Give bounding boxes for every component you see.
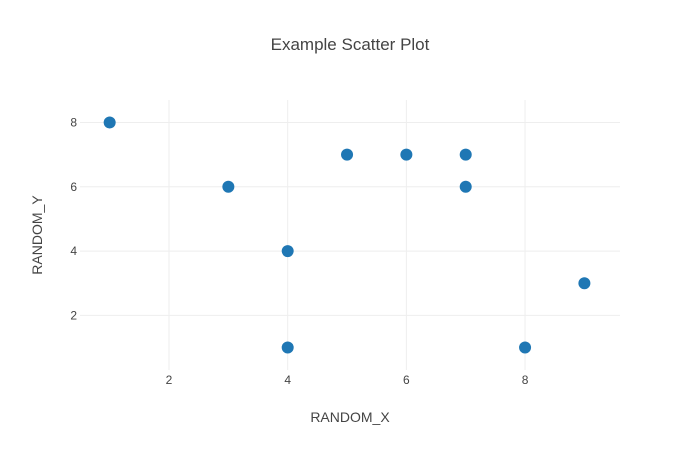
x-tick-label: 2	[166, 373, 173, 387]
y-tick-label: 4	[70, 244, 77, 258]
y-tick-label: 2	[70, 308, 77, 322]
scatter-point	[103, 116, 116, 129]
gridlines	[80, 100, 620, 370]
y-tick-label: 8	[70, 116, 77, 130]
scatter-point	[281, 341, 294, 354]
x-tick-label: 6	[403, 373, 410, 387]
chart-title: Example Scatter Plot	[271, 35, 430, 54]
x-tick-labels: 2 4 6 8	[166, 373, 529, 387]
scatter-point	[519, 341, 532, 354]
y-tick-labels: 2 4 6 8	[70, 116, 77, 323]
scatter-point	[281, 245, 294, 258]
scatter-point	[341, 148, 354, 161]
scatter-point	[459, 148, 472, 161]
data-points	[103, 116, 591, 354]
x-axis-title: RANDOM_X	[310, 409, 390, 425]
scatter-point	[578, 277, 591, 290]
y-tick-label: 6	[70, 180, 77, 194]
scatter-point	[400, 148, 413, 161]
x-tick-label: 8	[522, 373, 529, 387]
y-axis-title: RANDOM_Y	[29, 195, 45, 275]
scatter-point	[222, 180, 235, 193]
x-tick-label: 4	[284, 373, 291, 387]
scatter-point	[459, 180, 472, 193]
